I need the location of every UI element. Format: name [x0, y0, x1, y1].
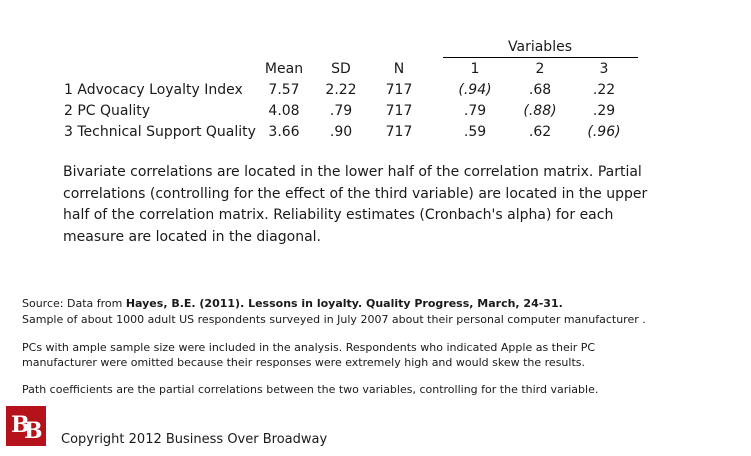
- column-header-var1: 1: [470, 61, 480, 77]
- cell-var1: (.94): [458, 82, 492, 98]
- column-header-var3: 3: [599, 61, 609, 77]
- cell-mean: 3.66: [268, 124, 300, 140]
- cell-var3: (.96): [587, 124, 621, 140]
- row-label-technical-support: 3 Technical Support Quality: [64, 124, 256, 140]
- cell-var2: (.88): [523, 103, 557, 119]
- cell-var2: .68: [528, 82, 552, 98]
- correlation-table: Variables Mean SD N 1 2 3 1 Advocacy Loy…: [0, 0, 751, 150]
- cell-var1: .79: [463, 103, 487, 119]
- column-header-n: N: [393, 61, 405, 77]
- column-header-sd: SD: [331, 61, 351, 77]
- cell-var3: .22: [592, 82, 616, 98]
- pcs-line-1: PCs with ample sample size were included…: [22, 341, 596, 354]
- cell-sd: .90: [329, 124, 353, 140]
- cell-var2: .62: [528, 124, 552, 140]
- variables-underline: [443, 57, 638, 58]
- cell-sd: 2.22: [325, 82, 357, 98]
- row-label-pc-quality: 2 PC Quality: [64, 103, 151, 119]
- source-line: Source: Data from Hayes, B.E. (2011). Le…: [22, 296, 563, 312]
- source-prefix: Source: Data from: [22, 297, 126, 310]
- column-header-var2: 2: [535, 61, 545, 77]
- copyright-text: Copyright 2012 Business Over Broadway: [61, 432, 328, 447]
- cell-n: 717: [385, 103, 413, 119]
- cell-var1: .59: [463, 124, 487, 140]
- logo-letter-b: B: [11, 412, 30, 438]
- column-header-mean: Mean: [264, 61, 304, 77]
- row-label-advocacy: 1 Advocacy Loyalty Index: [64, 82, 243, 98]
- cell-n: 717: [385, 124, 413, 140]
- table-note: Bivariate correlations are located in th…: [63, 164, 648, 245]
- cell-n: 717: [385, 82, 413, 98]
- logo-letter-b-second: B: [24, 418, 43, 444]
- cell-mean: 7.57: [268, 82, 300, 98]
- business-over-broadway-logo: B B: [6, 406, 46, 446]
- source-citation: Hayes, B.E. (2011). Lessons in loyalty. …: [125, 297, 563, 310]
- variables-heading: Variables: [508, 39, 572, 55]
- cell-mean: 4.08: [268, 103, 300, 119]
- path-coefficients-line: Path coefficients are the partial correl…: [22, 383, 599, 396]
- cell-var3: .29: [592, 103, 616, 119]
- cell-sd: .79: [329, 103, 353, 119]
- pcs-line-2: manufacturer were omitted because their …: [22, 356, 585, 369]
- sample-line: Sample of about 1000 adult US respondent…: [22, 313, 646, 326]
